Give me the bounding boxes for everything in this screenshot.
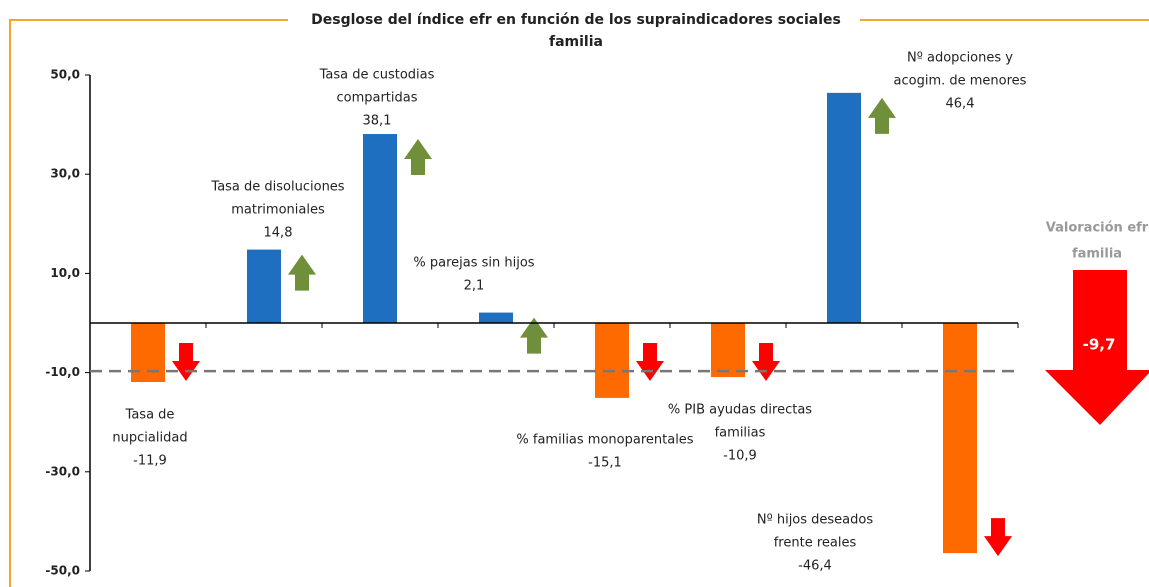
category-label: Tasa de custodias [319, 68, 435, 83]
chart-title: familia [549, 34, 603, 50]
y-tick-label: 10,0 [50, 266, 80, 280]
category-label: % familias monoparentales [516, 433, 693, 448]
trend-arrow [752, 343, 780, 381]
value-label: -46,4 [798, 559, 832, 574]
category-label: Tasa de disoluciones [210, 180, 344, 195]
trend-arrow [868, 97, 896, 134]
category-label: Tasa de [125, 408, 175, 423]
category-label: % parejas sin hijos [413, 256, 534, 271]
trend-arrow [172, 343, 200, 381]
bar [595, 323, 629, 398]
trend-arrow [288, 254, 316, 291]
category-label: Nº hijos deseados [757, 513, 873, 528]
value-label: -15,1 [588, 456, 622, 471]
chart-title: Desglose del índice efr en función de lo… [311, 12, 841, 28]
y-tick-label: -30,0 [45, 464, 80, 478]
category-label: nupcialidad [112, 431, 187, 446]
category-label: compartidas [336, 91, 417, 106]
category-label: acogim. de menores [894, 74, 1027, 89]
y-tick-label: -10,0 [45, 365, 80, 379]
reference-label: familia [1072, 247, 1122, 262]
reference-value: -9,7 [1083, 336, 1116, 354]
reference-label: Valoración efr [1046, 221, 1149, 236]
bar [479, 312, 513, 323]
category-label: % PIB ayudas directas [668, 403, 812, 418]
value-label: -11,9 [133, 454, 167, 469]
value-label: -10,9 [723, 449, 757, 464]
value-label: 14,8 [264, 226, 293, 241]
category-label: matrimoniales [231, 203, 325, 218]
y-tick-label: -50,0 [45, 564, 80, 578]
trend-arrow [404, 139, 432, 176]
bar [943, 323, 977, 554]
trend-arrow [520, 317, 548, 354]
value-label: 46,4 [946, 97, 975, 112]
y-tick-label: 50,0 [50, 68, 80, 82]
y-tick-label: 30,0 [50, 167, 80, 181]
value-label: 2,1 [464, 279, 485, 294]
bar [711, 323, 745, 378]
trend-arrow [636, 343, 664, 381]
reference-arrow [1045, 270, 1149, 425]
bar [247, 249, 281, 323]
category-label: familias [715, 426, 766, 441]
trend-arrow [984, 518, 1012, 557]
category-label: frente reales [774, 536, 857, 551]
category-label: Nº adopciones y [907, 51, 1013, 66]
bar [827, 92, 861, 323]
bar [131, 323, 165, 383]
value-label: 38,1 [363, 114, 392, 129]
bar [363, 134, 397, 323]
frame [9, 19, 1149, 587]
frame-left [9, 19, 288, 587]
